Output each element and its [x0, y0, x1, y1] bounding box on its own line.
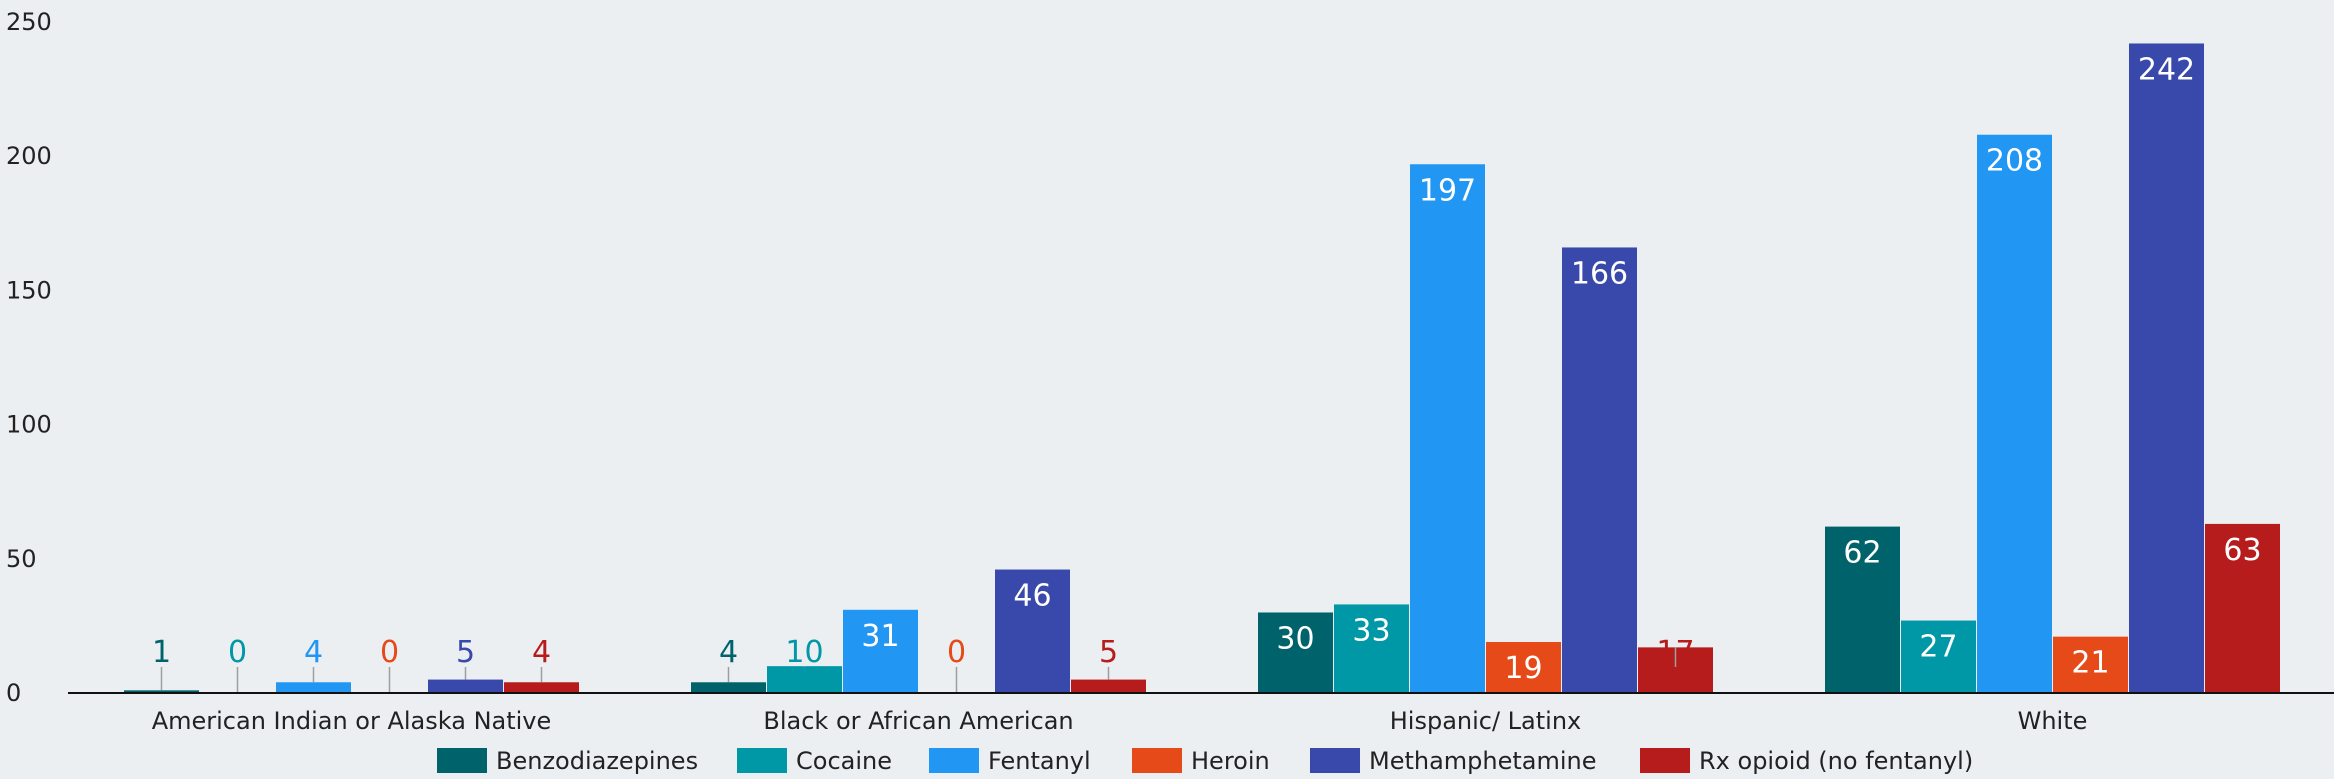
bar-rx-opioid-no-fentanyl-american-indian-or-alaska-native: [504, 682, 579, 693]
data-label-rx-opioid-no-fentanyl-american-indian-or-alaska-native: 4: [532, 635, 551, 670]
bar-methamphetamine-hispanic-latinx: [1562, 247, 1637, 693]
bar-fentanyl-hispanic-latinx: [1410, 164, 1485, 693]
category-label-hispanic-latinx: Hispanic/ Latinx: [1390, 707, 1582, 735]
data-label-heroin-american-indian-or-alaska-native: 0: [380, 635, 399, 670]
bar-methamphetamine-white: [2129, 43, 2204, 694]
bar-benzodiazepines-white: [1825, 526, 1900, 693]
y-tick-label-250: 250: [6, 8, 52, 36]
category-labels: American Indian or Alaska Native Black or…: [152, 707, 2088, 735]
bar-benzodiazepines-american-indian-or-alaska-native: [124, 690, 199, 693]
data-label-rx-opioid-no-fentanyl-hispanic-latinx: 17: [1656, 635, 1694, 670]
legend-swatch-fentanyl: [929, 748, 979, 773]
bar-cocaine-white: [1901, 620, 1976, 693]
bar-heroin-white: [2053, 636, 2128, 693]
y-tick-label-100: 100: [6, 411, 52, 439]
category-label-american-indian-or-alaska-native: American Indian or Alaska Native: [152, 707, 552, 735]
category-label-black-or-african-american: Black or African American: [763, 707, 1073, 735]
legend-swatch-cocaine: [737, 748, 787, 773]
legend-item-rx-opioid-no-fentanyl: Rx opioid (no fentanyl): [1640, 747, 1973, 775]
y-tick-label-150: 150: [6, 276, 52, 304]
data-label-methamphetamine-white: 242: [2138, 52, 2195, 87]
bar-benzodiazepines-hispanic-latinx: [1258, 612, 1333, 693]
data-label-benzodiazepines-black-or-african-american: 4: [719, 635, 738, 670]
bar-rx-opioid-no-fentanyl-white: [2205, 523, 2280, 693]
legend-swatch-benzodiazepines: [437, 748, 487, 773]
data-label-rx-opioid-no-fentanyl-black-or-african-american: 5: [1099, 635, 1118, 670]
category-label-white: White: [2018, 707, 2088, 735]
data-label-heroin-black-or-african-american: 0: [947, 635, 966, 670]
y-tick-label-0: 0: [6, 679, 21, 707]
legend-item-fentanyl: Fentanyl: [929, 747, 1091, 775]
data-label-cocaine-american-indian-or-alaska-native: 0: [228, 635, 247, 670]
bar-heroin-hispanic-latinx: [1486, 642, 1561, 693]
bar-benzodiazepines-black-or-african-american: [691, 682, 766, 693]
data-label-fentanyl-black-or-african-american: 31: [861, 619, 899, 654]
legend-swatch-rx-opioid-no-fentanyl: [1640, 748, 1690, 773]
legend-label-fentanyl: Fentanyl: [988, 747, 1091, 775]
data-label-benzodiazepines-white: 62: [1843, 536, 1881, 571]
legend-label-rx-opioid-no-fentanyl: Rx opioid (no fentanyl): [1699, 747, 1973, 775]
bar-fentanyl-american-indian-or-alaska-native: [276, 682, 351, 693]
bar-rx-opioid-no-fentanyl-black-or-african-american: [1071, 679, 1146, 693]
legend-swatch-heroin: [1132, 748, 1182, 773]
data-label-heroin-white: 21: [2071, 646, 2109, 681]
data-label-cocaine-white: 27: [1919, 630, 1957, 665]
legend-item-methamphetamine: Methamphetamine: [1310, 747, 1597, 775]
data-label-fentanyl-american-indian-or-alaska-native: 4: [304, 635, 323, 670]
bar-fentanyl-white: [1977, 134, 2052, 693]
data-label-heroin-hispanic-latinx: 19: [1504, 651, 1542, 686]
legend-swatch-methamphetamine: [1310, 748, 1360, 773]
data-label-benzodiazepines-american-indian-or-alaska-native: 1: [152, 635, 171, 670]
y-tick-label-200: 200: [6, 142, 52, 170]
bar-methamphetamine-black-or-african-american: [995, 569, 1070, 693]
data-label-fentanyl-white: 208: [1986, 144, 2043, 179]
legend-label-heroin: Heroin: [1191, 747, 1270, 775]
data-label-benzodiazepines-hispanic-latinx: 30: [1276, 621, 1314, 656]
legend-item-benzodiazepines: Benzodiazepines: [437, 747, 698, 775]
y-tick-label-50: 50: [6, 545, 37, 573]
data-label-methamphetamine-american-indian-or-alaska-native: 5: [456, 635, 475, 670]
bar-cocaine-hispanic-latinx: [1334, 604, 1409, 693]
legend-item-heroin: Heroin: [1132, 747, 1270, 775]
data-label-rx-opioid-no-fentanyl-white: 63: [2223, 533, 2261, 568]
bar-fentanyl-black-or-african-american: [843, 609, 918, 693]
legend-label-benzodiazepines: Benzodiazepines: [496, 747, 698, 775]
legend-label-cocaine: Cocaine: [796, 747, 892, 775]
data-label-fentanyl-hispanic-latinx: 197: [1419, 173, 1476, 208]
bar-cocaine-black-or-african-american: [767, 666, 842, 693]
data-label-methamphetamine-black-or-african-american: 46: [1013, 579, 1051, 614]
bar-methamphetamine-american-indian-or-alaska-native: [428, 679, 503, 693]
y-axis: 0 50 100 150 200 250: [6, 8, 52, 707]
data-label-methamphetamine-hispanic-latinx: 166: [1571, 256, 1628, 291]
legend: Benzodiazepines Cocaine Fentanyl Heroin Meth…: [437, 747, 1973, 775]
data-label-cocaine-hispanic-latinx: 33: [1352, 613, 1390, 648]
bars: [124, 43, 2280, 694]
data-label-cocaine-black-or-african-american: 10: [785, 635, 823, 670]
legend-item-cocaine: Cocaine: [737, 747, 892, 775]
legend-label-methamphetamine: Methamphetamine: [1369, 747, 1597, 775]
